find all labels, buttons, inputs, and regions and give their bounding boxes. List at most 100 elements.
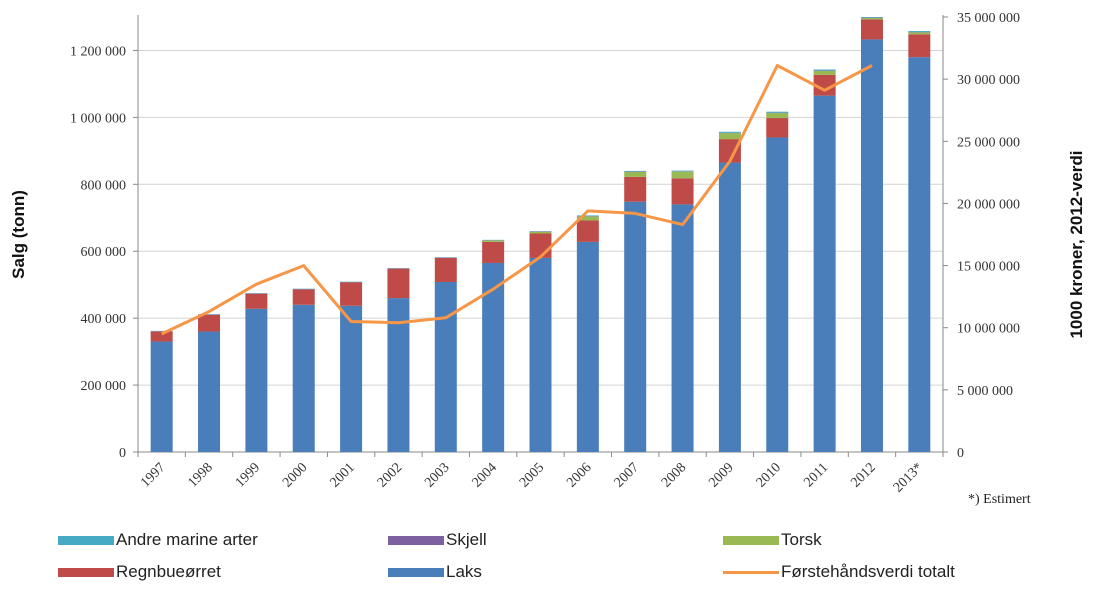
x-tick-label-4: 2001 [328,460,358,490]
bar-regnbue-rret-2002 [387,268,410,299]
bar-regnbue-rret-2010 [766,118,789,138]
bar-andre-marine-arter-2011 [813,69,836,71]
bar-torsk-2012 [860,18,883,20]
y2-tick-label-7: 35 000 000 [957,11,1020,26]
legend-item-skjell: Skjell [388,528,487,552]
legend-label-skjell: Skjell [446,530,487,549]
bar-regnbue-rret-2012 [860,19,883,40]
y-tick-label-1: 200 000 [81,379,127,394]
bar-regnbue-rret-2001 [340,282,363,306]
bar-torsk-2011 [813,70,836,75]
footnote-estimert: *) Estimert [968,492,1031,507]
bar-torsk-2010 [766,113,789,119]
legend-label-forstehandsverdi: Førstehåndsverdi totalt [781,562,955,581]
legend-swatch-forstehandsverdi [723,570,779,574]
bar-andre-marine-arter-2007 [624,170,647,172]
bar-laks-2011 [813,95,836,452]
bar-torsk-2006 [576,216,599,221]
bar-regnbue-rret-1997 [150,331,173,342]
bar-laks-2000 [292,304,315,452]
bar-andre-marine-arter-2013 [908,31,931,33]
y-tick-label-0: 0 [119,446,126,461]
bar-laks-2009 [718,162,741,453]
x-tick-label-10: 2007 [612,460,642,490]
bar-regnbue-rret-2000 [292,289,315,305]
y2-tick-label-3: 15 000 000 [957,260,1020,275]
x-tick-label-14: 2011 [801,460,831,490]
y-tick-label-5: 1 000 000 [70,111,126,126]
bar-regnbue-rret-2007 [624,176,647,202]
bar-regnbue-rret-2003 [434,257,457,283]
bar-andre-marine-arter-2008 [671,170,694,172]
legend: Andre marine arter Skjell Torsk Regnbueø… [58,528,1078,588]
bar-regnbue-rret-2005 [529,233,552,258]
legend-label-laks: Laks [446,562,482,581]
legend-item-torsk: Torsk [723,528,822,552]
x-tick-label-1: 1998 [185,460,215,490]
legend-swatch-regnbueorret [58,567,114,577]
y-tick-label-4: 800 000 [81,178,127,193]
bar-andre-marine-arter-2012 [860,17,883,18]
bar-torsk-2007 [624,171,647,177]
bar-laks-1998 [198,331,221,452]
legend-item-regnbueorret: Regnbueørret [58,560,221,584]
bar-torsk-2005 [529,231,552,234]
y-tick-label-6: 1 200 000 [70,44,126,59]
bar-laks-2004 [482,262,505,452]
legend-swatch-laks [388,567,444,577]
x-tick-label-2: 1999 [233,460,263,490]
bar-laks-2005 [529,257,552,452]
legend-swatch-torsk [723,535,779,545]
bar-torsk-2009 [718,133,741,140]
x-tick-label-8: 2005 [517,460,547,490]
bar-laks-2008 [671,204,694,452]
x-tick-label-16: 2013* [891,460,926,495]
bar-laks-2013 [908,57,931,453]
y2-axis-title: 1000 kroner, 2012-verdi [1067,150,1086,338]
x-tick-label-15: 2012 [848,460,878,490]
bar-laks-2010 [766,137,789,452]
bar-andre-marine-arter-2010 [766,111,789,113]
legend-swatch-andre [58,535,114,545]
bar-regnbue-rret-1999 [245,293,268,309]
y2-tick-label-4: 20 000 000 [957,197,1020,212]
legend-swatch-skjell [388,535,444,545]
bar-laks-2006 [576,241,599,452]
y-tick-label-2: 400 000 [81,312,127,327]
y2-tick-label-1: 5 000 000 [957,384,1013,399]
legend-item-andre-marine-arter: Andre marine arter [58,528,258,552]
bar-torsk-2004 [482,240,505,242]
bar-torsk-2008 [671,171,694,179]
x-tick-label-12: 2009 [706,460,736,490]
chart: 0 200 000 400 000 600 000 800 000 1 000 000 1 … [9,11,1086,507]
y2-tick-label-0: 0 [957,446,964,461]
bar-regnbue-rret-2004 [482,241,505,263]
bar-laks-1997 [150,341,173,452]
y-axis-title: Salg (tonn) [9,190,28,279]
legend-label-regnbueorret: Regnbueørret [116,562,221,581]
x-tick-label-3: 2000 [280,460,310,490]
bar-laks-2002 [387,298,410,452]
bar-regnbue-rret-1998 [198,314,221,332]
y2-tick-label-2: 10 000 000 [957,322,1020,337]
y-tick-label-3: 600 000 [81,245,127,260]
legend-item-laks: Laks [388,560,482,584]
bar-andre-marine-arter-2009 [718,131,741,133]
bar-torsk-2013 [908,32,931,35]
bar-laks-2001 [340,305,363,452]
x-tick-label-9: 2006 [564,460,594,490]
x-tick-label-0: 1997 [138,460,168,490]
bar-andre-marine-arter-2006 [576,215,599,217]
bar-laks-1999 [245,308,268,452]
bar-laks-2007 [624,201,647,452]
x-tick-label-6: 2003 [422,460,452,490]
x-tick-label-7: 2004 [470,460,500,490]
x-tick-label-11: 2008 [659,460,689,490]
bar-regnbue-rret-2008 [671,178,694,205]
bar-regnbue-rret-2011 [813,74,836,96]
y2-tick-label-5: 25 000 000 [957,135,1020,150]
legend-label-torsk: Torsk [781,530,822,549]
x-tick-label-13: 2010 [754,460,784,490]
bar-laks-2012 [860,39,883,453]
bar-laks-2003 [434,282,457,452]
